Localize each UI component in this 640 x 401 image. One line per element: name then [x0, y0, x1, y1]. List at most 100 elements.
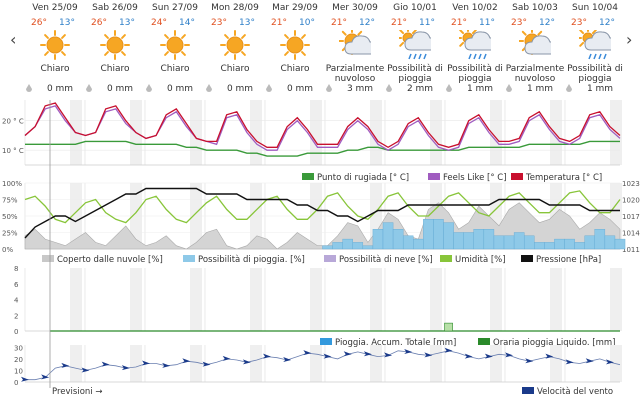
wind-arrow-icon — [202, 361, 211, 367]
min-temp: 11° — [479, 18, 495, 28]
precip-panel-background — [24, 268, 622, 332]
precip-amount: 2 mm — [406, 84, 434, 94]
legend-swatch — [440, 255, 452, 262]
wind-panel-background — [24, 345, 622, 383]
humidity-line — [24, 190, 621, 224]
condition-label: Parzialmente nuvoloso — [325, 64, 385, 84]
wind-arrow-icon — [142, 360, 151, 366]
rain-probability-bar — [554, 238, 565, 250]
min-temp: 11° — [419, 18, 435, 28]
y-tick-label-left: 50% — [2, 213, 18, 221]
rain-cloud-icon — [399, 30, 431, 60]
day-column[interactable]: Ven 25/09 26° 13° Chiaro 0 mm — [25, 0, 85, 100]
y-tick-label: 10 ° C — [2, 147, 24, 155]
night-band — [70, 268, 82, 331]
day-column[interactable]: Mar 29/09 21° 10° Chiaro 0 mm — [265, 0, 325, 100]
min-temp: 12° — [359, 18, 375, 28]
rain-probability-bar — [463, 232, 474, 250]
wind-arrow-icon — [263, 353, 272, 359]
wind-legend: Velocità del vento — [522, 387, 613, 397]
y-tick-label: 8 — [14, 265, 18, 273]
precip-amount: 0 mm — [106, 84, 134, 94]
precip-amount: 0 mm — [46, 84, 74, 94]
condition-label: Chiaro — [280, 64, 310, 74]
wind-arrow-icon — [182, 358, 191, 364]
condition-label: Chiaro — [100, 64, 130, 74]
condition-label: Possibilità di pioggia — [387, 64, 443, 84]
wind-arrow-icon — [323, 353, 332, 359]
precip-amount: 3 mm — [346, 84, 374, 94]
night-band — [370, 345, 382, 382]
y-tick-label-left: 75% — [2, 197, 18, 205]
legend-swatch — [42, 255, 54, 262]
rain-probability-bar — [392, 228, 404, 250]
day-column[interactable]: Ven 10/02 21° 11° Possibilità di pioggia… — [445, 0, 505, 100]
night-band — [130, 345, 142, 382]
y-tick-label: 6 — [14, 281, 19, 289]
rain-probability-bar — [473, 228, 485, 250]
day-column[interactable]: Gio 10/01 21° 11° Possibilità di pioggia… — [385, 0, 445, 100]
condition-label: Chiaro — [160, 64, 190, 74]
raindrop-icon — [26, 84, 32, 92]
night-band — [250, 345, 262, 382]
day-label: Ven 10/02 — [452, 3, 498, 13]
rain-probability-bar — [594, 228, 606, 250]
sun-icon — [220, 30, 250, 60]
rain-probability-bar — [433, 219, 444, 250]
day-column[interactable]: Mon 28/09 23° 13° Chiaro 0 mm — [205, 0, 265, 100]
rain-probability-bar — [523, 235, 535, 250]
rain-probability-bar — [332, 242, 343, 250]
day-column[interactable]: Sab 26/09 26° 13° Chiaro 0 mm — [85, 0, 145, 100]
sun-icon — [40, 30, 70, 60]
min-temp: 13° — [239, 18, 255, 28]
rain-cloud-icon — [579, 30, 611, 60]
day-column[interactable]: Mer 30/09 21° 12° Parzialmente nuvoloso … — [325, 0, 385, 100]
prev-arrow[interactable]: ‹ — [10, 30, 17, 49]
next-arrow[interactable]: › — [626, 30, 633, 49]
legend-swatch — [320, 338, 332, 345]
legend-swatch — [183, 255, 195, 262]
night-band — [430, 100, 442, 165]
legend-label: Punto di rugiada [° C] — [317, 173, 409, 183]
condition-label: Chiaro — [220, 64, 250, 74]
rain-cloud-icon — [459, 30, 491, 60]
legend-label: Velocità del vento — [537, 387, 613, 397]
y-tick-label-right: 1014 — [622, 230, 640, 238]
legend-swatch — [511, 173, 523, 180]
wind-arrow-icon — [303, 350, 312, 356]
y-tick-label: 2 — [14, 312, 18, 320]
pressure-line — [24, 187, 620, 239]
raindrop-icon — [146, 84, 152, 92]
sun-icon — [100, 30, 130, 60]
precip-amount: 0 mm — [286, 84, 314, 94]
wind-speed-line — [25, 350, 621, 381]
partly-cloudy-icon — [519, 30, 551, 55]
rain-probability-bar — [342, 238, 353, 250]
raindrop-icon — [266, 84, 272, 92]
night-band — [430, 268, 442, 331]
rain-probability-bar — [362, 245, 374, 250]
y-tick-label-right: 1017 — [622, 213, 640, 221]
day-column[interactable]: Sun 10/04 23° 12° Possibilità di pioggia… — [565, 0, 625, 100]
y-tick-label: 0 — [14, 379, 18, 387]
night-band — [490, 345, 502, 382]
min-temp: 12° — [539, 18, 555, 28]
y-tick-label-left: 25% — [2, 230, 18, 238]
day-column[interactable]: Sab 10/03 23° 12° Parzialmente nuvoloso … — [505, 0, 565, 100]
night-band — [190, 268, 202, 331]
legend-swatch — [324, 255, 336, 262]
legend-label: Pressione [hPa] — [536, 255, 601, 265]
night-band — [550, 345, 562, 382]
forecast-note: Previsioni → — [52, 387, 102, 397]
day-label: Sun 27/09 — [152, 3, 198, 13]
precip-amount: 1 mm — [526, 84, 554, 94]
y-tick-label-left: 100% — [2, 180, 22, 188]
night-band — [310, 345, 322, 382]
rain-probability-bar — [534, 242, 545, 250]
rain-probability-bar — [352, 242, 364, 250]
wind-arrow-icon — [81, 367, 90, 373]
day-column[interactable]: Sun 27/09 24° 14° Chiaro 0 mm — [145, 0, 205, 100]
rain-probability-bar — [413, 238, 424, 250]
